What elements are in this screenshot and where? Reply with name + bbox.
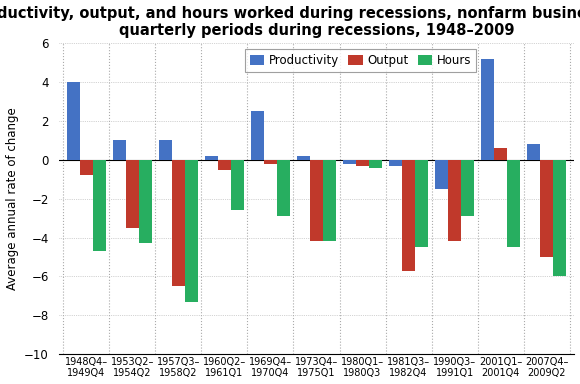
Bar: [461, 160, 474, 216]
Bar: [264, 160, 277, 164]
Bar: [205, 156, 218, 160]
Bar: [527, 144, 541, 160]
Bar: [185, 160, 198, 301]
Bar: [415, 160, 428, 247]
Bar: [159, 141, 172, 160]
Bar: [79, 160, 93, 175]
Bar: [126, 160, 139, 228]
Bar: [67, 82, 79, 160]
Bar: [369, 160, 382, 167]
Legend: Productivity, Output, Hours: Productivity, Output, Hours: [245, 49, 476, 72]
Bar: [389, 160, 402, 166]
Bar: [343, 160, 356, 164]
Bar: [448, 160, 461, 242]
Bar: [139, 160, 152, 243]
Bar: [218, 160, 231, 170]
Bar: [323, 160, 336, 242]
Bar: [310, 160, 323, 242]
Bar: [277, 160, 290, 216]
Bar: [553, 160, 567, 276]
Title: Productivity, output, and hours worked during recessions, nonfarm business secto: Productivity, output, and hours worked d…: [0, 5, 580, 38]
Bar: [93, 160, 106, 251]
Bar: [541, 160, 553, 257]
Bar: [435, 160, 448, 189]
Y-axis label: Average annual rate of change: Average annual rate of change: [6, 107, 19, 290]
Bar: [481, 59, 494, 160]
Bar: [113, 141, 126, 160]
Bar: [356, 160, 369, 166]
Bar: [297, 156, 310, 160]
Bar: [231, 160, 244, 210]
Bar: [402, 160, 415, 271]
Bar: [251, 111, 264, 160]
Bar: [508, 160, 520, 247]
Bar: [172, 160, 185, 286]
Bar: [494, 148, 508, 160]
